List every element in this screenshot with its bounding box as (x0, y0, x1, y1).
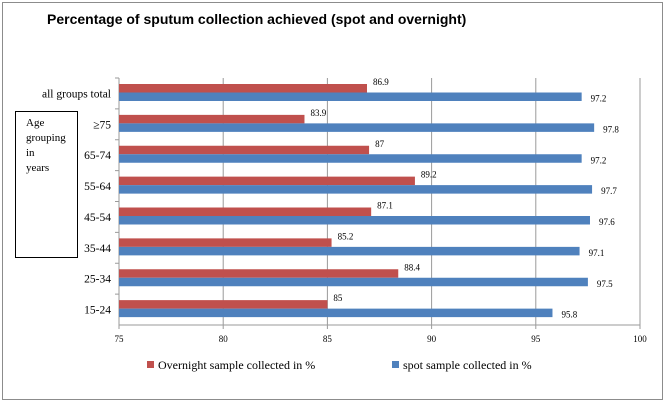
overnight-bar (119, 84, 367, 93)
category-label: ≥75 (93, 119, 111, 131)
spot-bar (119, 277, 588, 287)
y-axis-label-line: grouping (26, 132, 66, 144)
spot-bar (119, 185, 593, 194)
overnight-bar (119, 114, 305, 124)
y-axis-label-line: in (26, 147, 35, 159)
spot-bar (119, 308, 553, 318)
spot-bar (119, 123, 595, 132)
y-axis-label-line: Age (26, 117, 45, 129)
overnight-bar (119, 176, 415, 186)
x-tick-label: 95 (531, 334, 541, 344)
y-axis-label-box: Age grouping in years (15, 111, 78, 258)
overnight-bar (119, 300, 328, 309)
category-label: 15-24 (84, 305, 111, 317)
spot-bar (119, 246, 580, 256)
spot-bar (119, 92, 582, 101)
x-tick-label: 80 (219, 334, 229, 344)
category-label: 55-64 (84, 181, 111, 193)
category-label: 35-44 (84, 243, 111, 255)
overnight-bar (119, 238, 332, 247)
x-tick-label: 85 (323, 334, 333, 344)
x-tick-label: 75 (115, 334, 125, 344)
data-label: 97.2 (591, 94, 607, 104)
spot-bar (119, 154, 582, 163)
data-label: 83.9 (310, 108, 326, 118)
data-label: 85.2 (338, 231, 354, 241)
data-label: 97.1 (589, 248, 605, 258)
data-label: 85 (333, 293, 343, 303)
data-label: 89.2 (421, 170, 437, 180)
category-label: 65-74 (84, 150, 111, 162)
overnight-bar (119, 145, 370, 155)
chart-title: Percentage of sputum collection achieved… (47, 11, 467, 27)
data-label: 97.7 (601, 186, 617, 196)
data-label: 97.2 (591, 155, 607, 165)
category-label: 45-54 (84, 212, 111, 224)
legend-label: spot sample collected in % (403, 358, 532, 372)
data-label: 88.4 (404, 262, 420, 272)
data-label: 95.8 (561, 310, 577, 320)
category-label: all groups total (42, 88, 111, 100)
spot-bar (119, 216, 590, 225)
overnight-bar (119, 207, 372, 216)
legend-swatch (392, 361, 399, 368)
overnight-bar (119, 269, 399, 278)
legend-label: Overnight sample collected in % (158, 358, 315, 372)
chart-frame (2, 2, 663, 400)
category-label: 25-34 (84, 274, 111, 286)
data-label: 97.6 (599, 217, 615, 227)
y-axis-label-line: years (26, 162, 50, 174)
data-label: 86.9 (373, 77, 389, 87)
legend-swatch (147, 361, 154, 368)
data-label: 97.8 (603, 124, 619, 134)
x-tick-label: 100 (633, 334, 647, 344)
x-tick-label: 90 (427, 334, 437, 344)
data-label: 97.5 (597, 279, 613, 289)
data-label: 87 (375, 139, 385, 149)
data-label: 87.1 (377, 201, 393, 211)
